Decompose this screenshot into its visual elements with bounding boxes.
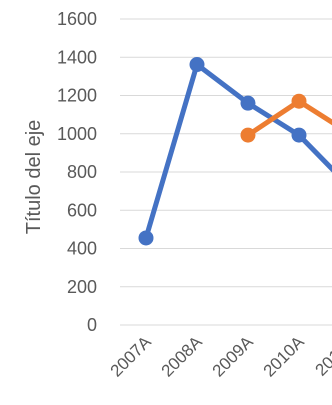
- series-1: [138, 57, 332, 246]
- x-tick-label: 2007A: [107, 332, 156, 381]
- y-tick-label: 400: [67, 239, 97, 259]
- y-axis-ticks: 0 200 400 600 800 1000 1200 1400 1600: [57, 9, 97, 335]
- series-2-point: [240, 127, 256, 143]
- x-tick-label: 2008A: [158, 332, 207, 381]
- series-1-point: [138, 230, 154, 246]
- series-1-point: [189, 57, 205, 73]
- x-tick-label: 2010A: [260, 332, 309, 381]
- gridlines: [120, 18, 332, 326]
- y-tick-label: 1600: [57, 9, 97, 29]
- y-tick-label: 1400: [57, 47, 97, 67]
- x-axis-ticks: 2007A 2008A 2009A 2010A 2011A: [107, 332, 332, 381]
- y-axis-label: Título del eje: [23, 120, 45, 235]
- series-1-line: [143, 62, 332, 239]
- y-tick-label: 600: [67, 200, 97, 220]
- series-1-point: [240, 95, 256, 111]
- series-2: [240, 93, 332, 143]
- y-tick-label: 0: [87, 315, 97, 335]
- y-tick-label: 800: [67, 162, 97, 182]
- y-tick-label: 1000: [57, 124, 97, 144]
- series-layer: [138, 57, 332, 246]
- y-tick-label: 1200: [57, 86, 97, 106]
- series-1-point: [291, 127, 307, 143]
- x-tick-label: 2011A: [312, 332, 332, 380]
- y-tick-label: 200: [67, 277, 97, 297]
- x-tick-label: 2009A: [209, 332, 258, 381]
- series-2-point: [291, 93, 307, 109]
